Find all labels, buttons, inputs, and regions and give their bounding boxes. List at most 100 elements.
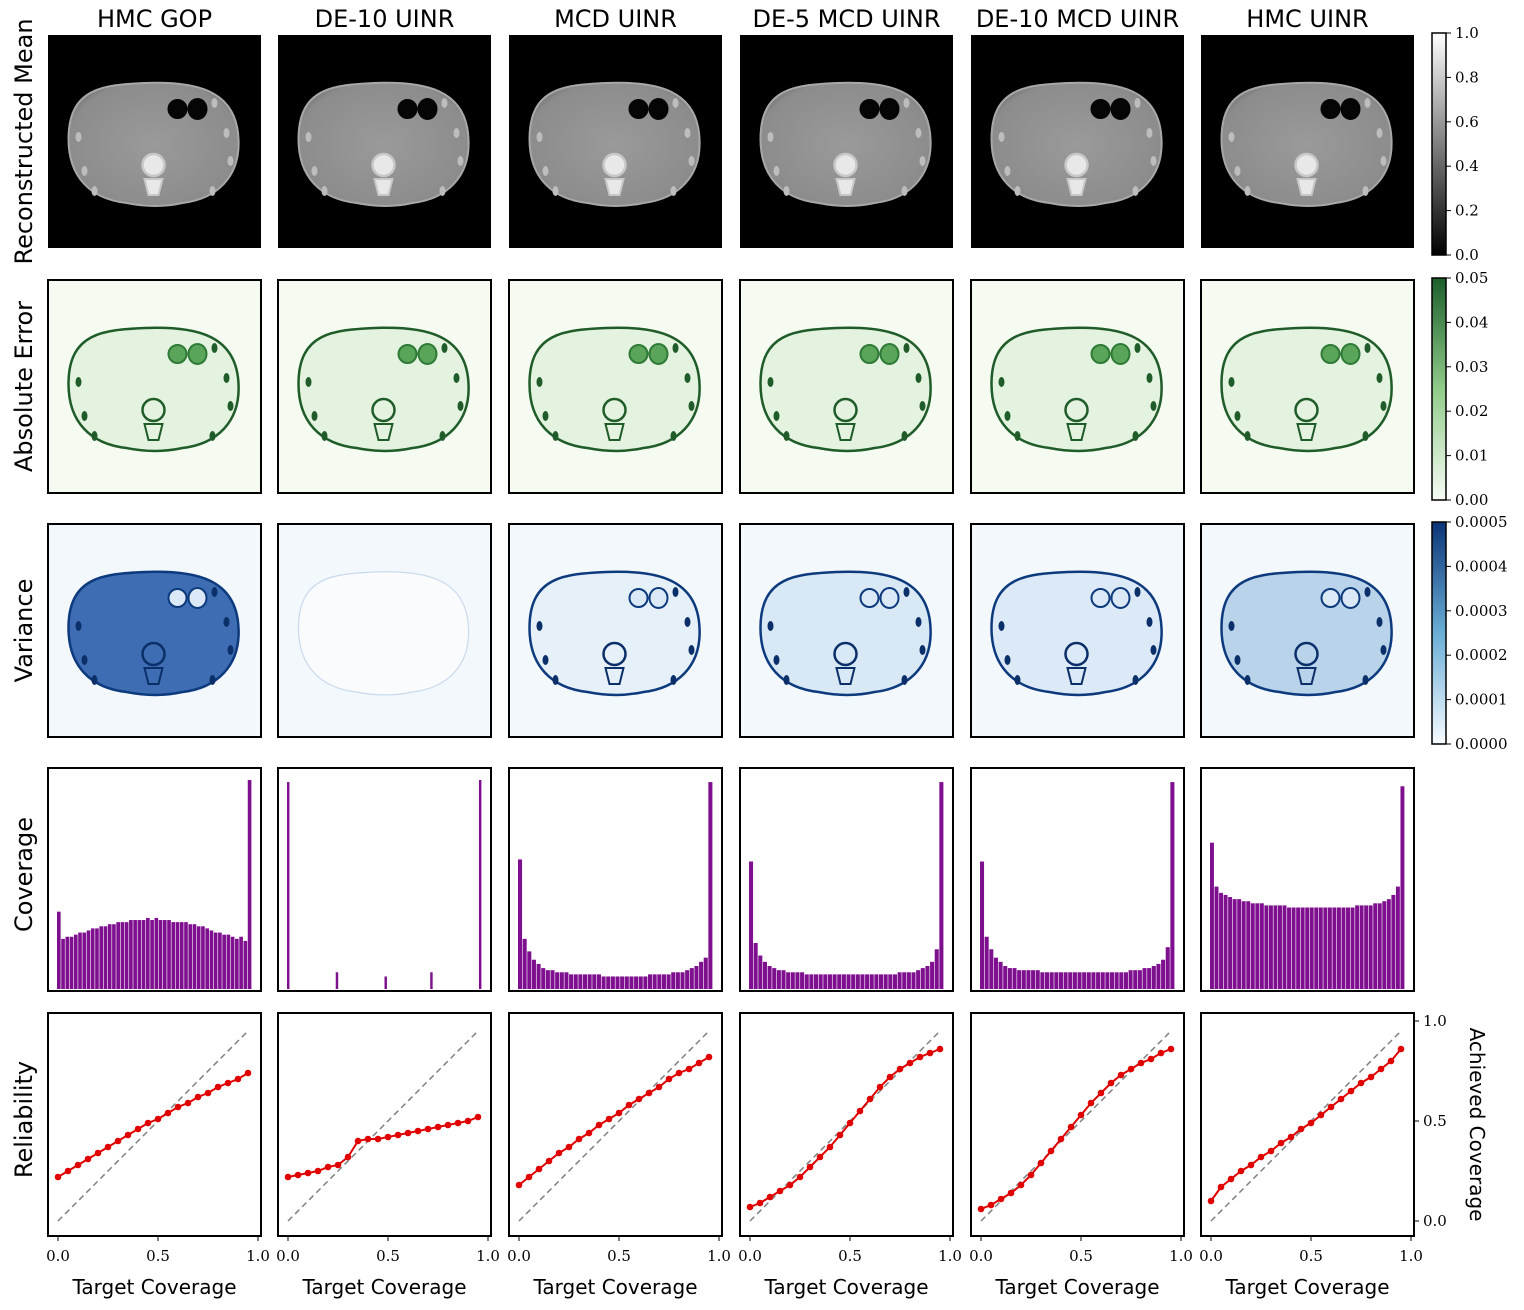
reliability-point: [515, 1181, 523, 1189]
reliability-point: [1017, 1181, 1025, 1189]
image-panel: [740, 35, 953, 248]
reliability-point: [1057, 1135, 1065, 1143]
histogram-bar: [1264, 905, 1269, 989]
reliability-point: [404, 1129, 412, 1137]
histogram-bar: [1035, 970, 1040, 989]
rib: [91, 186, 98, 196]
panel-frame: [508, 279, 723, 494]
histogram-bar: [998, 961, 1003, 989]
histogram-bar: [171, 922, 176, 989]
reliability-plot: 0.0 0.5 1.0 Target Coverage: [969, 1012, 1193, 1299]
histogram-bar: [776, 970, 781, 989]
reliability-point: [665, 1075, 673, 1083]
histogram-bar: [993, 957, 998, 989]
reliability-point: [94, 1149, 102, 1157]
histogram-bar: [61, 938, 65, 989]
spinous-process: [1296, 178, 1317, 196]
colorbar-gradient: [1431, 277, 1447, 501]
histogram-bar: [1287, 907, 1292, 989]
histogram-bar: [99, 926, 104, 989]
reliability-point: [555, 1149, 563, 1157]
histogram-bar: [73, 934, 78, 989]
reliability-point: [565, 1143, 573, 1151]
rib: [915, 617, 922, 627]
spinous-process: [604, 667, 625, 685]
histogram-bar: [1237, 899, 1242, 989]
histogram-bar: [120, 922, 125, 989]
histogram-bar: [827, 974, 832, 989]
rib: [1150, 156, 1157, 166]
histogram-bar: [1156, 963, 1161, 989]
reliability-point: [1277, 1139, 1285, 1147]
histogram-bar: [671, 972, 676, 989]
histogram-bar: [1341, 907, 1346, 989]
reliability-point: [635, 1095, 643, 1103]
reliability-point: [1287, 1133, 1295, 1141]
colorbar-tick-label: 0.4: [1455, 157, 1479, 175]
rib: [915, 373, 922, 383]
histogram-bar: [892, 974, 897, 989]
histogram-bar: [1291, 907, 1296, 989]
column-title: MCD UINR: [554, 5, 677, 33]
reliability-point: [1167, 1045, 1175, 1053]
x-tick-label: 0.5: [1299, 1247, 1323, 1265]
spinous-process: [835, 667, 856, 685]
histogram-bar: [860, 974, 865, 989]
reliability-point: [1087, 1099, 1095, 1107]
reliability-point: [1367, 1073, 1375, 1081]
colorbar-tick-label: 0.05: [1455, 269, 1488, 287]
rib: [901, 675, 908, 685]
histogram-bar: [804, 974, 809, 989]
rib: [552, 431, 559, 441]
histogram-bar: [1223, 894, 1228, 989]
histogram-bar: [1142, 968, 1147, 989]
image-panel: [48, 35, 261, 248]
rib: [1004, 166, 1011, 176]
histogram-bar: [657, 974, 662, 989]
panel-frame: [970, 523, 1185, 738]
rib: [1380, 156, 1387, 166]
rib: [439, 431, 446, 441]
reliability-point: [886, 1073, 894, 1081]
reliability-point: [324, 1163, 332, 1171]
colorbar-gradient: [1431, 521, 1447, 745]
reliability-point: [796, 1173, 804, 1181]
histogram-bar: [1259, 903, 1264, 989]
rib: [542, 411, 549, 421]
rib: [919, 401, 926, 411]
gas-pocket: [648, 98, 669, 120]
histogram-bar: [1268, 905, 1273, 989]
reliability-point: [154, 1115, 162, 1123]
histogram-bar: [897, 972, 902, 989]
histogram-bar: [592, 974, 597, 989]
image-panel: [278, 35, 491, 248]
spinous-process: [604, 423, 625, 441]
histogram-bar: [1147, 968, 1152, 989]
rib: [227, 401, 234, 411]
panel-frame: [970, 767, 1185, 992]
rib: [903, 343, 910, 353]
histogram-bar: [1026, 970, 1031, 989]
gas-pocket: [859, 344, 880, 364]
histogram-bar: [518, 859, 523, 989]
histogram-bar: [989, 949, 994, 989]
histogram-bar: [758, 955, 763, 989]
reliability-point: [1237, 1167, 1245, 1175]
reliability-point: [997, 1195, 1005, 1203]
histogram-bar: [675, 972, 680, 989]
reliability-point: [695, 1059, 703, 1067]
image-panel: [971, 35, 1184, 248]
x-tick-label: 1.0: [1169, 1247, 1193, 1265]
histogram-bar: [767, 966, 772, 989]
histogram-bar: [235, 938, 239, 989]
reliability-point: [124, 1131, 132, 1139]
rib: [998, 621, 1005, 631]
histogram-bar: [82, 932, 87, 989]
reliability-point: [74, 1161, 82, 1169]
histogram-bar: [1400, 786, 1405, 989]
reliability-point: [1037, 1159, 1045, 1167]
panel-frame: [1200, 1012, 1415, 1237]
x-tick-label: 0.5: [607, 1247, 631, 1265]
histogram-bar: [226, 934, 231, 989]
reliability-point: [1307, 1119, 1315, 1127]
